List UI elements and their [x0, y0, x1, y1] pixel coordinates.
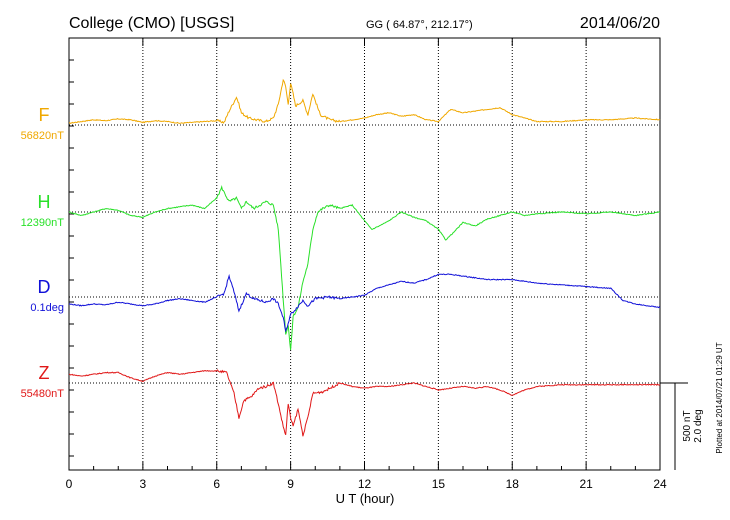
series-name-z: Z: [39, 363, 50, 383]
x-axis-label: U T (hour): [336, 491, 395, 506]
x-tick-label: 12: [358, 477, 372, 491]
x-tick-label: 18: [506, 477, 520, 491]
x-tick-label: 21: [579, 477, 593, 491]
x-tick-label: 15: [432, 477, 446, 491]
series-line-h: [68, 185, 661, 351]
series-baseline-z: 55480nT: [21, 388, 65, 400]
x-tick-label: 3: [140, 477, 147, 491]
series-line-f: [68, 78, 661, 124]
x-tick-label: 0: [66, 477, 73, 491]
x-tick-label: 9: [287, 477, 294, 491]
grid: [69, 38, 660, 470]
scale-bar-nt-label: 500 nT: [682, 410, 693, 441]
series-baseline-h: 12390nT: [21, 217, 65, 229]
series-baseline-d: 0.1deg: [30, 302, 64, 314]
scale-bar: 500 nT 2.0 deg: [660, 382, 704, 470]
station-coordinates: GG ( 64.87°, 212.17°): [366, 19, 473, 31]
x-tick-label: 6: [213, 477, 220, 491]
series-line-z: [68, 369, 661, 437]
series-name-f: F: [39, 105, 50, 125]
scale-bar-deg-label: 2.0 deg: [693, 409, 704, 442]
series-line-d: [68, 273, 661, 333]
plotted-timestamp: Plotted at 2014/07/21 01:29 UT: [715, 342, 724, 453]
x-axis: 0 3 6 9 12 15 18 21 24: [66, 38, 667, 491]
series-labels: F 56820nT H 12390nT D 0.1deg Z 55480nT: [21, 105, 65, 400]
series-baseline-f: 56820nT: [21, 130, 65, 142]
date-label: 2014/06/20: [580, 15, 660, 32]
x-tick-label: 24: [653, 477, 667, 491]
series-layer: [68, 78, 661, 437]
series-name-h: H: [38, 192, 51, 212]
chart-title: College (CMO) [USGS]: [69, 15, 234, 32]
series-name-d: D: [38, 277, 51, 297]
